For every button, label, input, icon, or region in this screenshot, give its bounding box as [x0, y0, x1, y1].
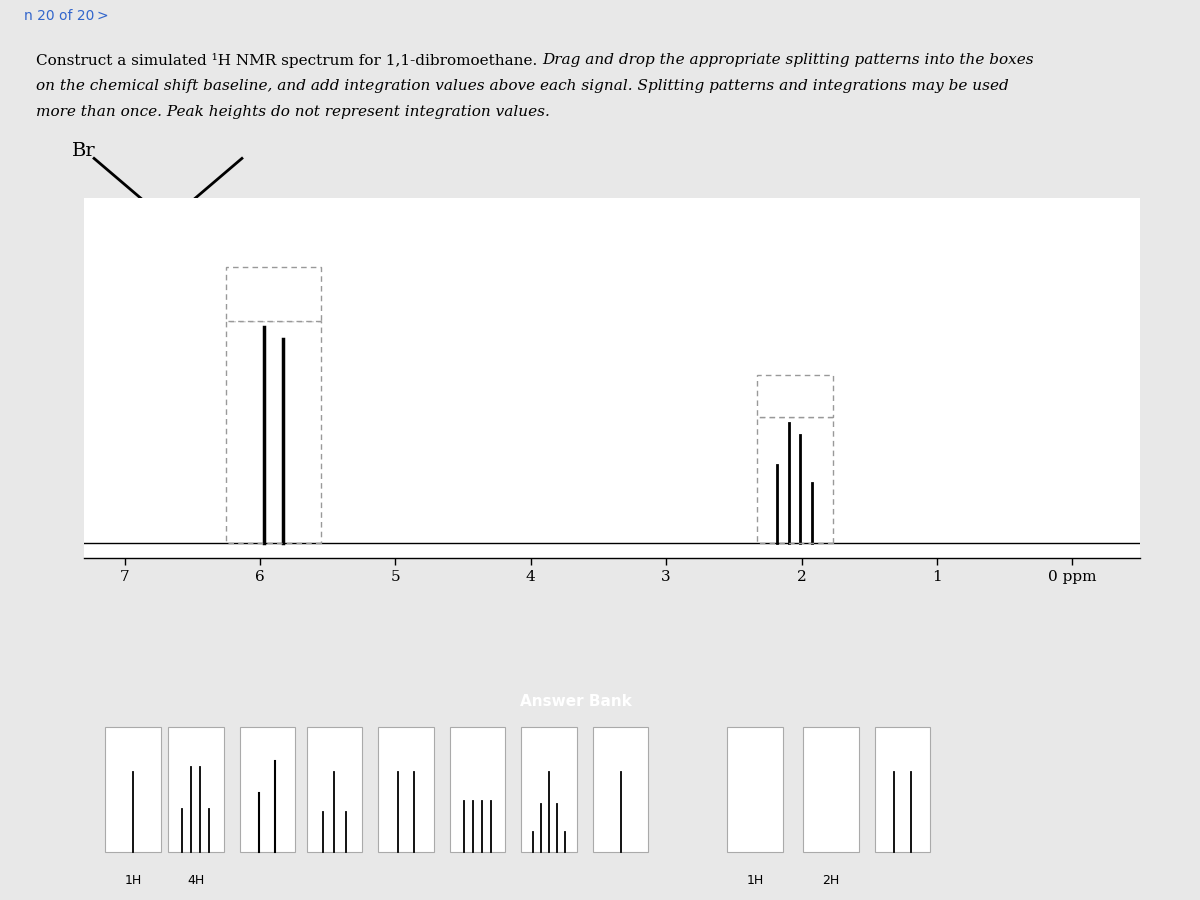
Text: Answer Bank: Answer Bank [520, 694, 632, 709]
Bar [307, 726, 362, 852]
Text: Br: Br [72, 142, 95, 160]
Text: Drag and drop the appropriate splitting patterns into the boxes: Drag and drop the appropriate splitting … [542, 53, 1034, 68]
Bar [226, 321, 320, 543]
Bar [106, 726, 161, 852]
Bar [522, 726, 577, 852]
Text: >: > [96, 9, 108, 22]
Bar [450, 726, 505, 852]
Text: n 20 of 20: n 20 of 20 [24, 9, 95, 22]
Text: Construct a simulated ¹H NMR spectrum for 1,1-dibromoethane.: Construct a simulated ¹H NMR spectrum fo… [36, 53, 542, 68]
Bar [757, 417, 833, 543]
Text: Br: Br [151, 301, 174, 319]
Bar [757, 375, 833, 417]
Text: 1H: 1H [125, 874, 142, 887]
Text: 2H: 2H [822, 874, 840, 887]
Bar [240, 726, 295, 852]
Text: on the chemical shift baseline, and add integration values above each signal. Sp: on the chemical shift baseline, and add … [36, 79, 1009, 94]
Text: more than once. Peak heights do not represent integration values.: more than once. Peak heights do not repr… [36, 105, 550, 120]
Bar [803, 726, 859, 852]
Bar [593, 726, 648, 852]
Bar [378, 726, 433, 852]
Bar [875, 726, 930, 852]
Bar [727, 726, 782, 852]
Bar [226, 267, 320, 321]
Text: 1H: 1H [746, 874, 763, 887]
Text: 4H: 4H [187, 874, 204, 887]
Bar [168, 726, 223, 852]
